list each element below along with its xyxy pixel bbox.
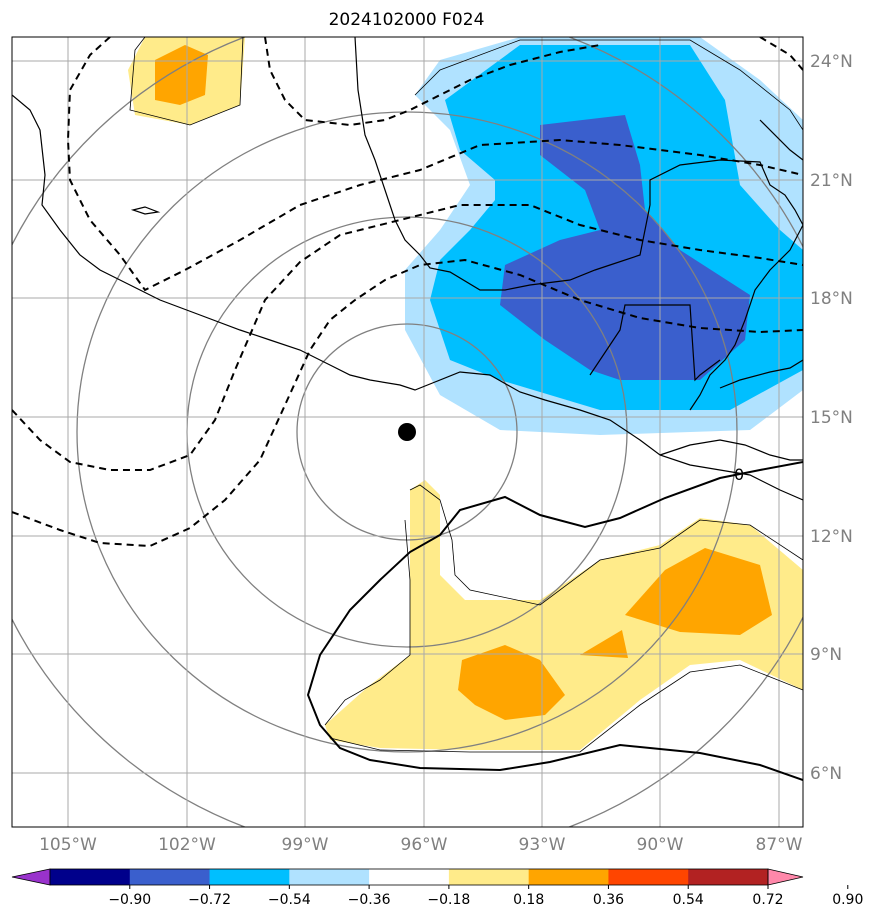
dashed-contour-1 — [66, 37, 803, 292]
shade-pos-south-054-west — [458, 645, 565, 720]
dashed-contour-4 — [12, 258, 803, 548]
colorbar-segment — [50, 869, 131, 885]
lat-label: 24°N — [810, 52, 853, 72]
map-title: 2024102000 F024 — [328, 10, 485, 30]
lon-label: 99°W — [282, 835, 329, 855]
longitude-labels: 105°W 102°W 99°W 96°W 93°W 90°W 87°W — [39, 835, 803, 855]
colorbar-segment — [448, 869, 530, 885]
map-layers: 0 — [12, 37, 803, 827]
colorbar-tick-label: 0.90 — [832, 892, 863, 908]
colorbar-extend-low — [11, 868, 51, 886]
coastline-gulf — [354, 37, 803, 291]
latitude-labels: 24°N 21°N 18°N 15°N 12°N 9°N 6°N — [810, 52, 853, 784]
lat-label: 21°N — [810, 171, 853, 191]
lon-label: 105°W — [39, 835, 97, 855]
dashed-contour-5 — [759, 37, 803, 71]
colorbar-segment — [608, 869, 689, 885]
lat-label: 6°N — [810, 764, 842, 784]
shade-neg-054 — [500, 115, 750, 380]
colorbar-tick-label: −0.18 — [427, 892, 470, 908]
lon-label: 96°W — [401, 835, 448, 855]
colorbar-tick-label: −0.90 — [108, 892, 151, 908]
colorbar-tick-label: −0.54 — [268, 892, 311, 908]
coastline-mexico-pacific — [12, 94, 803, 501]
colorbar-tick-label: −0.72 — [188, 892, 231, 908]
shade-pos-south-054-east — [625, 548, 772, 635]
colorbar: −0.90 −0.72 −0.54 −0.36 −0.18 0.18 0.36 0.54 0.7… — [11, 868, 863, 908]
distance-ring-3 — [76, 111, 738, 753]
colorbar-segment — [528, 869, 609, 885]
colorbar-tick-label: 0.18 — [513, 892, 544, 908]
lat-label: 9°N — [810, 645, 842, 665]
lon-label: 90°W — [637, 835, 684, 855]
lat-label: 18°N — [810, 289, 853, 309]
dashed-contour-3 — [12, 204, 803, 471]
shade-pos-south-036 — [325, 480, 803, 750]
colorbar-tick-label: 0.72 — [752, 892, 783, 908]
map-frame — [11, 36, 804, 828]
lon-label: 93°W — [519, 835, 566, 855]
colorbar-segment — [369, 869, 450, 885]
shading-outlines — [129, 37, 803, 753]
colorbar-tick-label: 0.36 — [593, 892, 624, 908]
storm-center-marker — [398, 423, 416, 441]
dashed-contours — [12, 37, 803, 548]
dashed-contour-2 — [264, 37, 601, 127]
zero-contour — [306, 461, 803, 781]
gridlines — [12, 37, 803, 827]
zero-contour-line — [306, 461, 803, 781]
colorbar-extend-high — [767, 868, 804, 886]
coastline-cuba-hint — [759, 119, 803, 161]
colorbar-segment — [688, 869, 769, 885]
negative-shading — [405, 37, 803, 435]
lon-label: 102°W — [158, 835, 216, 855]
shade-pos-south-054-mid — [580, 630, 628, 658]
coastline-caribbean — [719, 359, 803, 389]
colorbar-tick-label: 0.54 — [673, 892, 704, 908]
positive-shading — [128, 37, 803, 750]
coastline-central-america — [659, 439, 803, 461]
lat-label: 15°N — [810, 408, 853, 428]
lat-label: 12°N — [810, 527, 853, 547]
lon-label: 87°W — [756, 835, 803, 855]
colorbar-segment — [289, 869, 370, 885]
coastlines — [12, 37, 803, 501]
colorbar-segment — [129, 869, 211, 885]
colorbar-tick-label: −0.36 — [348, 892, 391, 908]
colorbar-segment — [209, 869, 290, 885]
border-guatemala — [589, 304, 721, 382]
colorbar-outline — [49, 868, 769, 886]
contour-label-zero: 0 — [734, 465, 744, 484]
coastline-yucatan-east — [689, 224, 803, 411]
island-small — [130, 206, 161, 215]
